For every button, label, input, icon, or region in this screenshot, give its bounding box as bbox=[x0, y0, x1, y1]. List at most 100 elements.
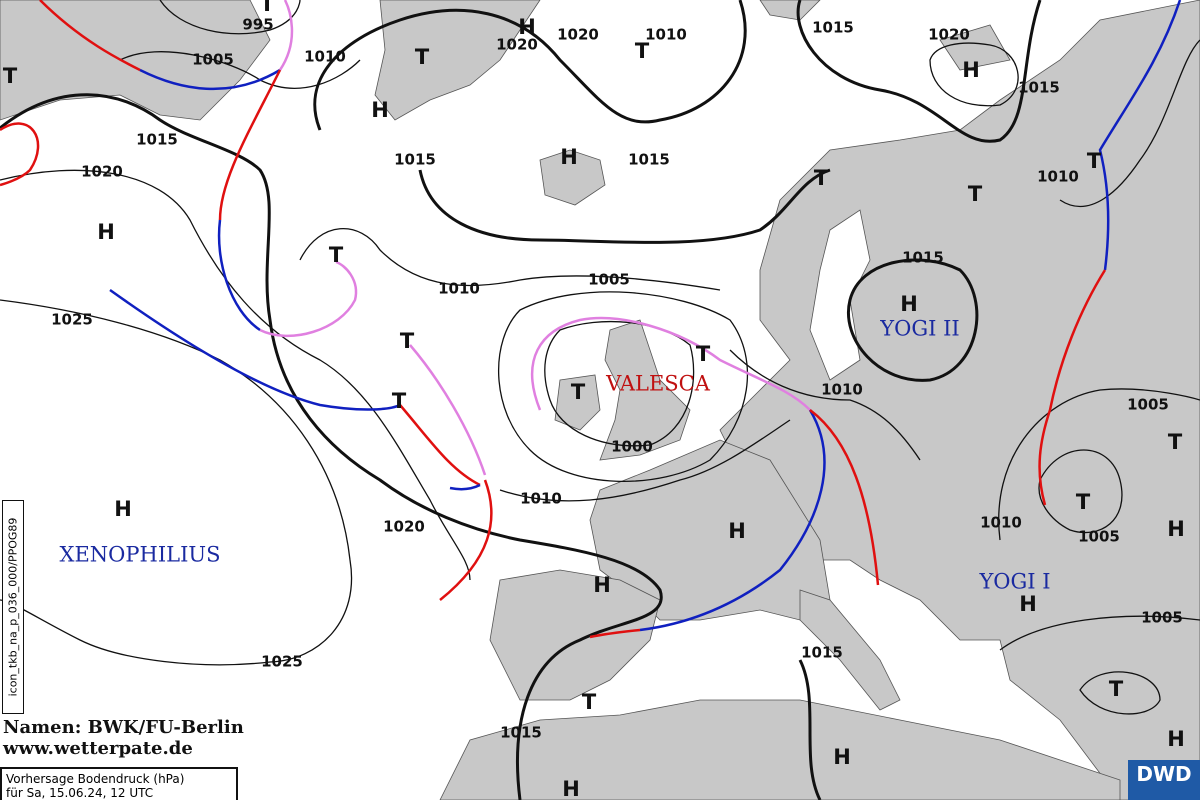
dwd-logo: DWD bbox=[1128, 760, 1200, 800]
isobar-label: 1010 bbox=[645, 26, 687, 44]
high-pressure-marker: H bbox=[1019, 592, 1037, 616]
names-credit: Namen: BWK/FU-Berlin bbox=[3, 717, 244, 738]
isobar-label: 1020 bbox=[81, 163, 123, 181]
pressure-system-name: XENOPHILIUS bbox=[60, 543, 221, 567]
isobar-label: 1000 bbox=[611, 438, 653, 456]
isobar-label: 1020 bbox=[496, 36, 538, 54]
isobar-label: 1010 bbox=[304, 48, 346, 66]
isobar-label: 1015 bbox=[394, 151, 436, 169]
isobar-label: 1015 bbox=[136, 131, 178, 149]
high-pressure-marker: H bbox=[560, 145, 578, 169]
isobar-label: 1010 bbox=[438, 280, 480, 298]
model-label-box: icon_tkb_na_p_036_000/PPOG89 bbox=[2, 500, 24, 714]
warm-front bbox=[439, 479, 493, 601]
high-pressure-marker: H bbox=[1167, 517, 1185, 541]
info-box: Vorhersage Bodendruck (hPa) für Sa, 15.0… bbox=[0, 767, 238, 800]
low-pressure-marker: T bbox=[3, 64, 18, 88]
low-pressure-marker: T bbox=[696, 342, 711, 366]
low-pressure-marker: T bbox=[635, 39, 650, 63]
africa bbox=[439, 699, 1121, 800]
isobar-label: 1020 bbox=[557, 26, 599, 44]
isobar-label: 1010 bbox=[520, 490, 562, 508]
cold-front bbox=[639, 409, 826, 632]
website-link[interactable]: www.wetterpate.de bbox=[3, 738, 193, 759]
labels: 995 1005 1010 1015 1020 1025 1020 1025 1015 1010 1… bbox=[3, 0, 1185, 800]
occluded-front bbox=[530, 316, 811, 411]
low-pressure-marker: T bbox=[1109, 677, 1124, 701]
isobar-label: 995 bbox=[242, 16, 273, 34]
italy bbox=[799, 589, 901, 711]
isobar-label: 1015 bbox=[902, 249, 944, 267]
low-pressure-marker: T bbox=[814, 166, 829, 190]
high-pressure-marker: H bbox=[518, 15, 536, 39]
high-pressure-marker: H bbox=[371, 98, 389, 122]
isobar-label: 1005 bbox=[192, 51, 234, 69]
iceland bbox=[539, 149, 606, 206]
low-pressure-marker: T bbox=[392, 389, 407, 413]
pressure-system-name: YOGI I bbox=[978, 570, 1050, 594]
occluded-front bbox=[409, 344, 487, 476]
isobar-label: 1015 bbox=[812, 19, 854, 37]
isobar-label: 1010 bbox=[980, 514, 1022, 532]
high-pressure-marker: H bbox=[833, 745, 851, 769]
pressure-system-name: VALESCA bbox=[605, 372, 711, 396]
low-pressure-marker: T bbox=[260, 0, 275, 16]
isobar-label: 1015 bbox=[628, 151, 670, 169]
warm-front bbox=[809, 409, 880, 586]
info-valid-time: für Sa, 15.06.24, 12 UTC bbox=[6, 786, 154, 800]
isobar-label: 1015 bbox=[801, 644, 843, 662]
low-pressure-marker: T bbox=[329, 243, 344, 267]
high-pressure-marker: H bbox=[962, 58, 980, 82]
isobar-label: 1015 bbox=[1018, 79, 1060, 97]
occluded-front bbox=[278, 0, 294, 71]
continent-west bbox=[589, 439, 831, 621]
warm-front bbox=[399, 404, 481, 487]
high-pressure-marker: H bbox=[97, 220, 115, 244]
cold-front bbox=[1098, 0, 1182, 271]
high-pressure-marker: H bbox=[728, 519, 746, 543]
cold-front bbox=[139, 68, 281, 91]
credit-text: Namen: BWK/FU-Berlin www.wetterpate.de bbox=[3, 717, 244, 759]
warm-front bbox=[0, 122, 40, 187]
low-pressure-marker: T bbox=[1087, 149, 1102, 173]
high-pressure-marker: H bbox=[1167, 727, 1185, 751]
low-pressure-marker: T bbox=[968, 182, 983, 206]
great-britain bbox=[599, 319, 691, 461]
warm-front bbox=[589, 628, 641, 639]
isobar-label: 1025 bbox=[51, 311, 93, 329]
cold-front bbox=[217, 219, 261, 332]
isobar-label: 1010 bbox=[1037, 168, 1079, 186]
low-pressure-marker: T bbox=[400, 329, 415, 353]
model-label: icon_tkb_na_p_036_000/PPOG89 bbox=[6, 517, 20, 697]
low-pressure-marker: T bbox=[415, 45, 430, 69]
isobar-label: 1005 bbox=[588, 271, 630, 289]
warm-front bbox=[39, 0, 141, 72]
isobar-label: 1015 bbox=[500, 724, 542, 742]
occluded-front bbox=[259, 260, 358, 338]
fronts bbox=[0, 0, 1182, 639]
isobar-label: 1020 bbox=[383, 518, 425, 536]
isobar-label: 1005 bbox=[1127, 396, 1169, 414]
ireland bbox=[554, 374, 601, 431]
isobar-label: 1005 bbox=[1078, 528, 1120, 546]
low-pressure-marker: T bbox=[1076, 490, 1091, 514]
cold-front bbox=[449, 483, 481, 491]
warm-front bbox=[1038, 269, 1107, 506]
greenland bbox=[374, 0, 541, 121]
low-pressure-marker: T bbox=[582, 690, 597, 714]
low-pressure-marker: T bbox=[1168, 430, 1183, 454]
high-pressure-marker: H bbox=[562, 777, 580, 800]
high-pressure-marker: H bbox=[114, 497, 132, 521]
low-pressure-marker: T bbox=[571, 380, 586, 404]
pressure-system-name: YOGI II bbox=[879, 317, 959, 341]
cold-front bbox=[109, 288, 401, 411]
info-title: Vorhersage Bodendruck (hPa) bbox=[6, 772, 185, 786]
high-pressure-marker: H bbox=[593, 573, 611, 597]
scandinavia-russia bbox=[719, 0, 1200, 800]
isobar-label: 1025 bbox=[261, 653, 303, 671]
warm-front bbox=[218, 69, 282, 221]
